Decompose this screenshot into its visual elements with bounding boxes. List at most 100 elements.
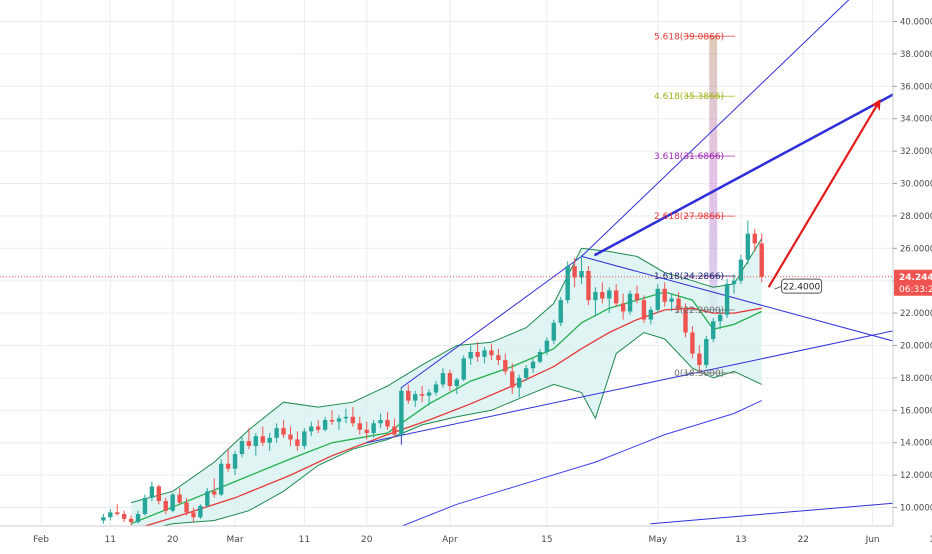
bollinger-lower — [160, 331, 762, 526]
time-axis-label: 13 — [735, 535, 746, 545]
candle-body — [163, 501, 168, 511]
candle-body — [544, 340, 550, 352]
candle-body — [600, 292, 605, 299]
time-axis-label: 22 — [798, 535, 809, 545]
bollinger-upper — [130, 238, 763, 504]
candle-body — [385, 420, 390, 427]
candle-body — [447, 373, 453, 386]
fib-level-label: 1(22.2000) — [674, 306, 724, 316]
time-axis-bg — [0, 526, 932, 550]
candle-body — [246, 441, 252, 446]
fib-level-label: 1.618(24.2866) — [654, 272, 724, 282]
projection-arrow[interactable] — [767, 98, 881, 288]
trendline[interactable] — [581, 0, 932, 257]
candle-body — [232, 454, 238, 469]
candle-body — [634, 293, 640, 301]
candle-body — [593, 292, 598, 301]
trendlines[interactable] — [366, 0, 932, 525]
trendline[interactable] — [366, 297, 932, 444]
candle-body — [676, 298, 681, 310]
candle-body — [579, 270, 584, 278]
trendline[interactable] — [400, 255, 583, 389]
sma-blue-line — [400, 400, 762, 526]
candle-body — [212, 491, 217, 495]
fib-extension-band — [709, 36, 718, 310]
candle-body — [620, 303, 626, 312]
time-axis-label: 11 — [299, 535, 310, 545]
price-axis-label: 12.0000 — [900, 471, 932, 481]
price-callout[interactable]: 22.4000 — [774, 278, 823, 294]
candle-body — [149, 486, 155, 498]
trendline[interactable] — [594, 9, 932, 257]
candle-body — [724, 283, 730, 315]
candle-body — [343, 416, 349, 419]
time-axis-label: Apr — [442, 535, 458, 545]
bar-countdown-label: 06:33:26 — [899, 285, 932, 295]
candle-body — [426, 392, 432, 396]
bollinger-bands — [130, 238, 763, 526]
candle-body — [711, 321, 716, 340]
candle-body — [378, 420, 383, 424]
candle-body — [302, 431, 307, 446]
trendline[interactable] — [581, 255, 932, 384]
candle-body — [392, 426, 397, 435]
price-callout-label: 22.4000 — [783, 283, 820, 293]
candle-body — [731, 280, 737, 284]
candle-body — [440, 373, 446, 385]
price-axis-label: 26.0000 — [900, 244, 932, 254]
candle-body — [496, 355, 501, 361]
candle-body — [309, 426, 314, 432]
time-axis[interactable]: Feb1120Mar1120Apr15May1322Jun101928J — [0, 525, 932, 550]
time-axis-label: 20 — [361, 535, 373, 545]
time-axis-label: 15 — [541, 535, 552, 545]
candle-body — [752, 233, 757, 244]
moving-averages — [130, 291, 762, 526]
candle-body — [115, 512, 120, 514]
candles — [101, 220, 764, 526]
projection-arrow-shaft[interactable] — [767, 98, 881, 288]
candle-body — [648, 309, 654, 320]
candle-body — [121, 513, 127, 519]
candle-body — [641, 300, 647, 320]
candle-body — [191, 512, 196, 518]
sma-red-line — [142, 307, 762, 526]
candle-body — [170, 494, 175, 511]
candle-body — [322, 420, 328, 430]
candle-body — [177, 494, 182, 503]
current-price-label: 24.2442 — [899, 273, 932, 283]
time-axis-label: May — [648, 535, 667, 545]
price-callout-pointer — [774, 285, 782, 290]
candle-body — [225, 463, 231, 469]
bollinger-fill — [131, 238, 762, 526]
time-axis-label: Jun — [865, 535, 880, 545]
candle-body — [288, 434, 293, 440]
sma-green-line — [130, 291, 762, 525]
time-axis-label: Feb — [33, 535, 49, 545]
candle-body — [510, 371, 515, 388]
candle-body — [461, 358, 466, 380]
candle-body — [108, 512, 113, 518]
time-axis-label: 11 — [105, 535, 116, 545]
candle-body — [516, 377, 522, 388]
price-axis-label: 36.0000 — [900, 82, 932, 92]
candle-body — [565, 266, 570, 301]
price-axis-label: 40.0000 — [900, 18, 932, 28]
current-price-tag: 24.2442 06:33:26 — [894, 269, 932, 296]
candle-body — [537, 351, 543, 362]
candle-body — [503, 360, 508, 372]
price-axis-label: 38.0000 — [900, 50, 932, 60]
time-axis-label: 20 — [167, 535, 179, 545]
fib-level-label: 5.618(39.0866) — [654, 32, 724, 42]
price-axis-label: 18.0000 — [900, 374, 932, 384]
candle-body — [759, 243, 764, 277]
candle-body — [454, 379, 459, 386]
candle-body — [627, 293, 633, 312]
candle-body — [586, 270, 591, 301]
candle-body — [551, 322, 557, 341]
fib-extension[interactable]: 0(18.3000) 1(22.2000) 1.618(24.2866) 2.618(… — [654, 32, 736, 379]
trendline[interactable] — [650, 490, 932, 525]
candle-body — [274, 428, 279, 438]
candle-body — [184, 502, 189, 513]
